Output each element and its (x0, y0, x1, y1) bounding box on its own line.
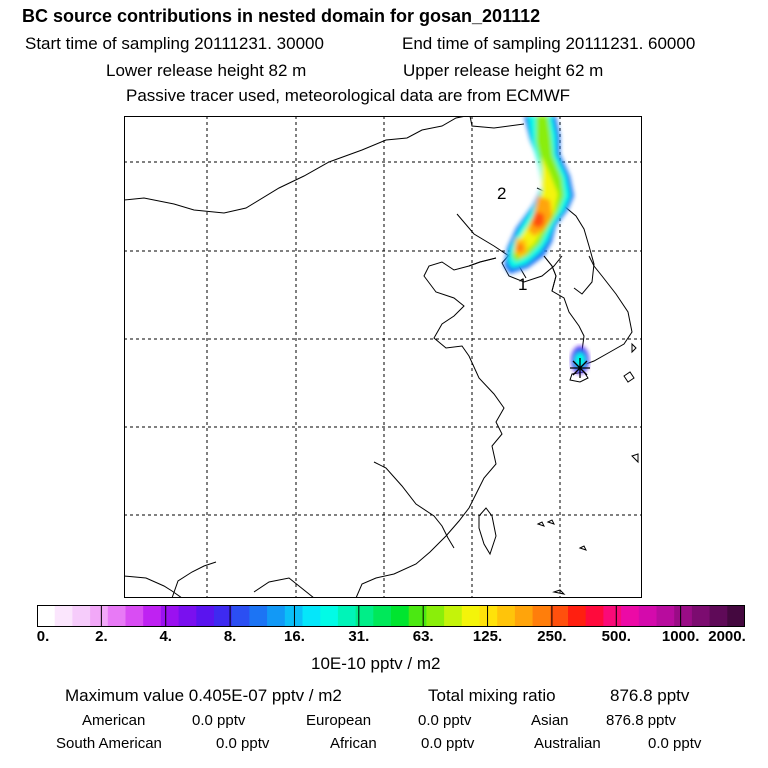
legend-swatch (37, 605, 56, 627)
legend-tick-label: 250. (537, 628, 567, 645)
legend-frame (37, 605, 745, 627)
receptor-star-icon (570, 358, 590, 378)
map-panel: 2 1 (124, 116, 642, 598)
asian-value: 876.8 pptv (606, 712, 677, 729)
legend-tick-label: 125. (472, 628, 503, 645)
legend-tick-label: 0. (36, 628, 50, 645)
legend-tick-label: 500. (601, 628, 631, 645)
legend-swatch (107, 605, 126, 627)
south-american-value: 0.0 pptv (216, 735, 270, 752)
european-label: European (306, 712, 372, 729)
legend-swatch (497, 605, 516, 627)
legend-tick-label: 8. (223, 628, 237, 645)
map-label-1: 1 (518, 275, 527, 294)
legend-swatch (691, 605, 711, 627)
total-mixing-ratio-label: Total mixing ratio (428, 686, 556, 705)
legend-swatch (568, 605, 587, 627)
legend-swatch (603, 605, 622, 627)
legend-tick-label: 4. (159, 628, 172, 645)
legend-swatch (709, 605, 728, 627)
legend-swatch (727, 605, 745, 627)
european-value: 0.0 pptv (418, 712, 472, 729)
legend-swatch (267, 605, 286, 627)
legend-swatch (444, 605, 463, 627)
african-value: 0.0 pptv (421, 735, 475, 752)
legend-swatch (408, 605, 427, 627)
legend-swatch (284, 605, 303, 627)
legend-swatch (674, 605, 693, 627)
end-time-label: End time of sampling 20111231. 60000 (402, 34, 696, 53)
legend-tick-label: 2. (95, 628, 108, 645)
american-label: American (82, 712, 146, 729)
legend-swatch (54, 605, 73, 627)
legend-swatch (532, 605, 551, 627)
australian-label: Australian (534, 735, 601, 752)
maximum-value-label: Maximum value 0.405E-07 pptv / m2 (65, 686, 342, 705)
legend-swatch (391, 605, 410, 627)
color-legend-bar (37, 605, 745, 627)
upper-release-label: Upper release height 62 m (403, 61, 604, 80)
african-label: African (330, 735, 377, 752)
legend-swatch (656, 605, 675, 627)
legend-tick-label: 2000. (708, 628, 746, 645)
legend-swatch (72, 605, 91, 627)
plot-title: BC source contributions in nested domain… (22, 6, 541, 26)
total-mixing-ratio-value: 876.8 pptv (610, 686, 690, 705)
legend-tick-label: 16. (284, 628, 305, 645)
legend-swatch (479, 605, 498, 627)
legend-swatch (249, 605, 268, 627)
legend-swatch (196, 605, 215, 627)
lower-release-label: Lower release height 82 m (106, 61, 307, 80)
legend-swatch (355, 605, 374, 627)
map-label-2: 2 (497, 184, 506, 203)
legend-swatch (550, 605, 569, 627)
legend-swatch (160, 605, 180, 627)
legend-swatch (231, 605, 250, 627)
legend-tick-label: 63. (412, 628, 434, 645)
legend-swatch (585, 605, 604, 627)
legend-swatch (373, 605, 392, 627)
australian-value: 0.0 pptv (648, 735, 702, 752)
concentration-plume (504, 116, 574, 274)
american-value: 0.0 pptv (192, 712, 246, 729)
tracer-note: Passive tracer used, meteorological data… (126, 86, 571, 105)
legend-swatch (320, 605, 339, 627)
legend-swatch (302, 605, 321, 627)
legend-swatch (426, 605, 445, 627)
legend-swatch (125, 605, 144, 627)
legend-swatch (514, 605, 534, 627)
legend-swatch (337, 605, 357, 627)
legend-swatch (214, 605, 233, 627)
islands (478, 342, 639, 595)
asian-label: Asian (531, 712, 569, 729)
legend-swatch (638, 605, 657, 627)
legend-swatch (621, 605, 640, 627)
legend-swatch (90, 605, 109, 627)
legend-swatch (143, 605, 162, 627)
legend-swatch (178, 605, 197, 627)
legend-unit-label: 10E-10 pptv / m2 (311, 654, 441, 673)
map-grid (124, 116, 642, 598)
china-coast (355, 257, 505, 598)
south-american-label: South American (56, 735, 162, 752)
legend-tick-label: 31. (348, 628, 370, 645)
legend-swatch (461, 605, 480, 627)
legend-tick-label: 1000. (661, 628, 700, 645)
start-time-label: Start time of sampling 20111231. 30000 (25, 34, 324, 53)
